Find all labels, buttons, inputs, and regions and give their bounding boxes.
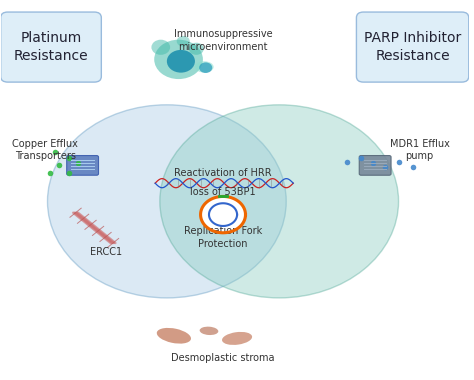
- Text: Platinum
Resistance: Platinum Resistance: [14, 31, 88, 63]
- Text: Reactivation of HRR: Reactivation of HRR: [174, 168, 272, 178]
- Ellipse shape: [195, 61, 214, 73]
- Ellipse shape: [200, 327, 219, 335]
- FancyBboxPatch shape: [0, 12, 101, 82]
- Circle shape: [215, 208, 231, 222]
- Circle shape: [154, 40, 203, 79]
- Circle shape: [167, 50, 195, 73]
- Circle shape: [201, 196, 246, 233]
- Text: Copper Efflux
Transporters: Copper Efflux Transporters: [12, 139, 78, 161]
- Circle shape: [160, 105, 399, 298]
- Text: Immunosuppressive
microenvironment: Immunosuppressive microenvironment: [173, 29, 273, 52]
- Text: ERCC1: ERCC1: [90, 247, 122, 258]
- Circle shape: [47, 105, 286, 298]
- FancyBboxPatch shape: [356, 12, 469, 82]
- Text: loss of 53BP1: loss of 53BP1: [190, 187, 256, 197]
- Circle shape: [189, 43, 204, 55]
- Text: MDR1 Efflux
pump: MDR1 Efflux pump: [390, 139, 449, 161]
- Text: Replication Fork
Protection: Replication Fork Protection: [184, 226, 262, 249]
- FancyBboxPatch shape: [359, 155, 391, 175]
- Text: PARP Inhibitor
Resistance: PARP Inhibitor Resistance: [364, 31, 461, 63]
- Circle shape: [177, 36, 190, 46]
- Ellipse shape: [157, 328, 191, 344]
- FancyBboxPatch shape: [67, 155, 99, 175]
- Text: Desmoplastic stroma: Desmoplastic stroma: [171, 353, 275, 364]
- Circle shape: [151, 40, 170, 55]
- Ellipse shape: [222, 332, 252, 345]
- Circle shape: [199, 62, 212, 73]
